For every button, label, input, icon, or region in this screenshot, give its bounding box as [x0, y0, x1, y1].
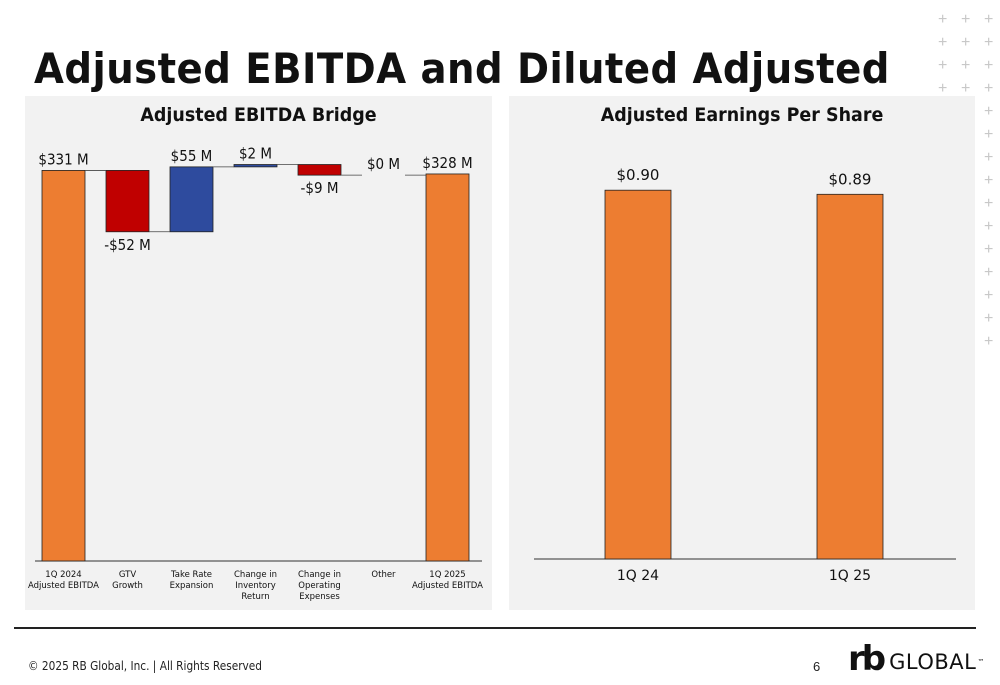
category-label: Adjusted EBITDA	[28, 581, 99, 591]
category-label: 1Q 25	[829, 568, 871, 584]
bar-value-label: $2 M	[239, 146, 272, 163]
plus-mark: +	[984, 126, 994, 143]
category-label: Expenses	[299, 592, 340, 602]
category-label: Operating	[298, 581, 341, 591]
logo-wordmark: GLOBAL™	[889, 650, 985, 674]
plus-mark: +	[984, 172, 994, 189]
bridge-bar	[425, 173, 470, 562]
bar-value-label: $0.90	[617, 166, 660, 184]
bar-value-label: $0 M	[367, 157, 400, 174]
plus-mark: +	[984, 34, 994, 51]
bridge-bar	[169, 166, 214, 233]
ebitda-chart-title: Adjusted EBITDA Bridge	[140, 104, 377, 126]
category-label: Expansion	[170, 581, 214, 591]
logo-mark: rb	[848, 639, 886, 679]
plus-mark: +	[984, 195, 994, 212]
plus-mark: +	[984, 218, 994, 235]
category-label: Take Rate	[170, 570, 212, 580]
category-label: Adjusted EBITDA	[412, 581, 483, 591]
logo-trademark: ™	[977, 658, 985, 666]
plus-mark: +	[961, 34, 971, 51]
category-label: 1Q 24	[617, 568, 659, 584]
plus-mark: +	[984, 57, 994, 74]
plus-mark: +	[984, 103, 994, 120]
bar-value-label: $331 M	[38, 152, 88, 169]
eps-panel: Adjusted Earnings Per Share $0.90 1Q 24 $0…	[509, 96, 975, 610]
plus-mark: +	[984, 149, 994, 166]
plus-mark: +	[984, 333, 994, 350]
plus-mark: +	[984, 241, 994, 258]
category-label: Other	[371, 570, 396, 580]
plus-mark: +	[938, 11, 948, 28]
footer-divider	[14, 627, 976, 629]
bar-value-label: $55 M	[171, 148, 213, 165]
page-number: 6	[813, 659, 821, 674]
eps-bar	[816, 193, 884, 560]
footer-copyright: © 2025 RB Global, Inc. | All Rights Rese…	[28, 659, 262, 673]
bar-value-label: $0.89	[829, 170, 872, 188]
category-label: Return	[241, 592, 269, 602]
plus-mark: +	[961, 57, 971, 74]
category-label: Change in	[298, 570, 341, 580]
category-label: Inventory	[235, 581, 276, 591]
bar-value-label: $328 M	[422, 155, 472, 172]
bar-value-label: -$52 M	[104, 237, 151, 254]
category-label: 1Q 2024	[45, 570, 81, 580]
eps-chart-title: Adjusted Earnings Per Share	[600, 104, 884, 126]
eps-bar	[604, 189, 672, 560]
plus-mark: +	[938, 57, 948, 74]
category-label: 1Q 2025	[429, 570, 465, 580]
rb-global-logo: rb GLOBAL™	[848, 639, 985, 679]
plus-mark: +	[961, 80, 971, 97]
category-label: Growth	[112, 581, 143, 591]
plus-mark: +	[961, 11, 971, 28]
decorative-plus-grid: + + + + + + + + + + + + + + + + + + + + + + +	[938, 8, 1000, 358]
plus-mark: +	[984, 80, 994, 97]
plus-mark: +	[984, 11, 994, 28]
plus-mark: +	[938, 80, 948, 97]
eps-chart: $0.90 1Q 24 $0.89 1Q 25	[534, 166, 956, 584]
bridge-bar	[41, 170, 86, 562]
plus-mark: +	[984, 287, 994, 304]
bridge-bar	[105, 170, 150, 233]
bridge-bar	[233, 164, 278, 168]
logo-word: GLOBAL	[889, 650, 977, 674]
bridge-bar	[297, 164, 342, 176]
ebitda-bridge-panel: Adjusted EBITDA Bridge $331 M 1Q 2024 Adju…	[25, 96, 492, 610]
category-label: Change in	[234, 570, 277, 580]
plus-mark: +	[938, 34, 948, 51]
plus-mark: +	[984, 264, 994, 281]
bar-value-label: -$9 M	[301, 181, 339, 198]
category-label: GTV	[119, 570, 136, 580]
plus-mark: +	[984, 310, 994, 327]
